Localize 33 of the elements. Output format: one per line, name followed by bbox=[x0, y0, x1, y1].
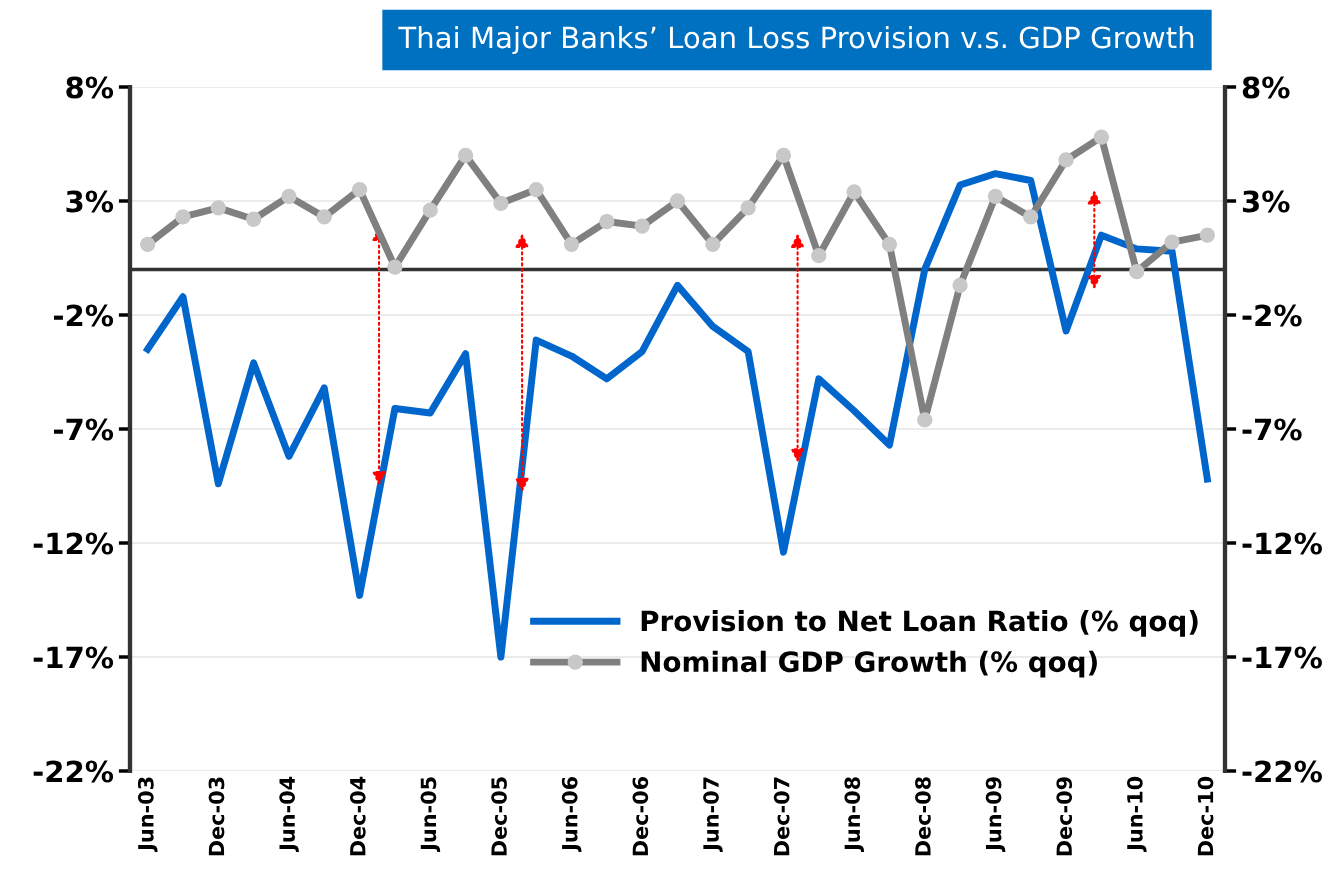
x-tick-label: Dec-04 bbox=[349, 776, 366, 856]
y2-tick-label: -7% bbox=[1242, 418, 1302, 441]
x-tick-label: Jun-03 bbox=[137, 777, 158, 853]
x-tick-label: Dec-08 bbox=[915, 777, 931, 856]
y2-tick-label: 3% bbox=[1242, 190, 1290, 213]
x-tick-label: Jun-09 bbox=[985, 777, 1006, 853]
y-tick-label: 8% bbox=[66, 76, 114, 99]
y2-tick-label: 8% bbox=[1242, 76, 1290, 99]
y-tick-label: -2% bbox=[53, 304, 114, 327]
x-tick-label: Dec-06 bbox=[632, 776, 649, 856]
chart-title: Thai Major Banks’ Loan Loss Provision v.s. GDP Growth bbox=[398, 25, 1194, 55]
y-tick-label: -17% bbox=[33, 646, 114, 669]
y2-tick-label: -22% bbox=[1242, 760, 1322, 783]
x-tick-label: Jun-10 bbox=[1126, 776, 1147, 853]
x-tick-label: Dec-07 bbox=[773, 777, 790, 856]
legend-label: Nominal GDP Growth (% qoq) bbox=[641, 650, 1097, 678]
y-tick-label: 3% bbox=[66, 190, 114, 213]
y-tick-label: -12% bbox=[33, 532, 114, 555]
y2-tick-label: -17% bbox=[1242, 646, 1322, 669]
legend-label: Provision to Net Loan Ratio (% qoq) bbox=[641, 609, 1198, 637]
x-tick-label: Jun-05 bbox=[420, 777, 441, 853]
y-tick-label: -22% bbox=[33, 760, 114, 783]
x-tick-label: Jun-07 bbox=[703, 777, 723, 853]
x-tick-label: Jun-06 bbox=[561, 776, 582, 853]
y-tick-label: -7% bbox=[53, 418, 114, 441]
x-tick-label: Jun-08 bbox=[844, 777, 865, 853]
x-tick-label: Dec-03 bbox=[208, 777, 225, 856]
y2-tick-label: -12% bbox=[1242, 532, 1322, 555]
x-tick-label: Dec-09 bbox=[1056, 777, 1073, 856]
x-tick-label: Dec-10 bbox=[1197, 776, 1214, 856]
x-tick-label: Dec-05 bbox=[491, 777, 507, 856]
x-tick-label: Jun-04 bbox=[279, 776, 299, 853]
y2-tick-label: -2% bbox=[1242, 304, 1302, 327]
